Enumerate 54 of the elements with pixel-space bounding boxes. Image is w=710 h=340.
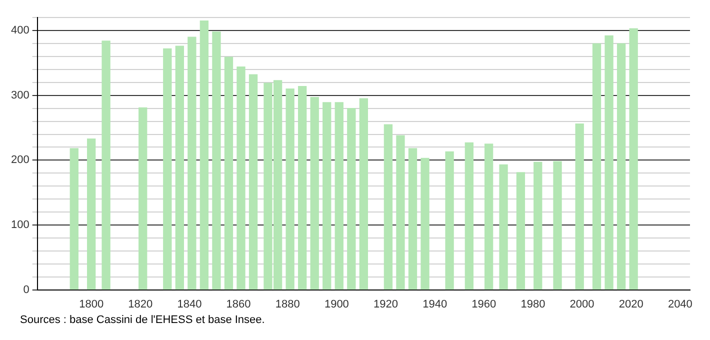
bar: [629, 28, 638, 290]
bar: [200, 20, 209, 290]
bar: [175, 46, 184, 290]
bar: [212, 32, 221, 290]
y-tick-label: 200: [10, 154, 30, 166]
y-tick-label: 300: [10, 89, 30, 102]
y-tick-label: 0: [23, 284, 30, 296]
x-tick-label: 1880: [275, 298, 300, 310]
bar: [298, 86, 307, 290]
x-tick-label: 1860: [226, 298, 251, 310]
bar: [575, 124, 584, 290]
bar: [236, 66, 246, 290]
bar: [534, 162, 542, 290]
y-tick-label: 100: [10, 219, 30, 232]
bar: [499, 164, 508, 290]
bar: [516, 172, 526, 290]
x-tick-label: 1920: [374, 298, 398, 310]
bar: [359, 98, 368, 290]
bar: [286, 88, 294, 290]
bar: [396, 135, 405, 290]
x-tick-label: 2020: [618, 298, 644, 310]
x-tick-label: 1900: [324, 298, 349, 310]
bar: [347, 108, 356, 290]
bar: [163, 48, 172, 290]
bar: [553, 161, 562, 290]
bar: [70, 148, 78, 290]
x-tick-label: 1980: [520, 298, 546, 310]
bar: [464, 142, 474, 290]
bar: [420, 158, 430, 290]
y-tick-label: 400: [10, 24, 30, 37]
x-tick-label: 1820: [128, 298, 153, 310]
bar: [445, 151, 454, 290]
bar: [87, 138, 96, 290]
x-tick-label: 1840: [177, 298, 202, 310]
source-note: Sources : base Cassini de l'EHESS et base Insee.: [19, 314, 266, 326]
bar: [322, 102, 332, 290]
bar: [592, 43, 602, 290]
bar: [408, 148, 418, 290]
bar: [484, 144, 494, 290]
bar: [248, 74, 258, 290]
x-tick-label: 1800: [79, 298, 104, 310]
x-tick-label: 1960: [472, 298, 496, 310]
x-tick-label: 1940: [422, 298, 448, 310]
bar: [224, 56, 234, 290]
bar: [384, 124, 393, 290]
bar: [310, 96, 319, 290]
bar: [616, 43, 626, 290]
x-tick-label: 2000: [570, 298, 594, 310]
x-tick-label: 2040: [668, 298, 692, 310]
bar: [138, 107, 148, 290]
bar: [334, 102, 344, 290]
bar: [604, 35, 614, 290]
bar: [188, 36, 196, 290]
bar: [102, 40, 110, 290]
